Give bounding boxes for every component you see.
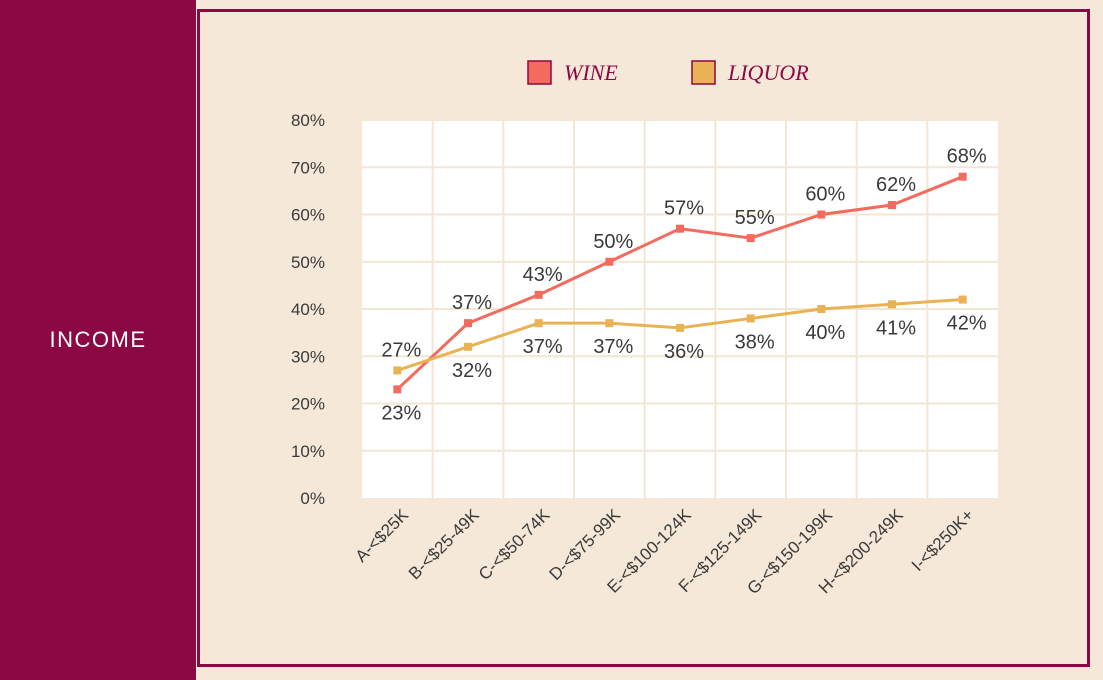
data-label-liquor: 37%: [593, 336, 633, 358]
data-label-wine: 50%: [593, 231, 633, 253]
data-point-wine: [746, 234, 755, 243]
data-point-liquor: [464, 342, 472, 351]
data-label-wine: 68%: [947, 146, 987, 168]
data-label-liquor: 27%: [381, 339, 421, 361]
x-tick-label: C-<$50-74K: [475, 505, 554, 584]
data-point-liquor: [817, 305, 826, 313]
y-tick-label: 10%: [291, 442, 325, 461]
x-tick-label: I-<$250K+: [908, 505, 978, 575]
data-point-liquor: [605, 319, 614, 328]
data-label-wine: 23%: [381, 402, 421, 424]
y-tick-label: 40%: [291, 300, 325, 319]
x-tick-label: D-<$75-99K: [546, 505, 625, 584]
data-point-liquor: [534, 319, 543, 328]
data-label-wine: 55%: [735, 207, 775, 229]
y-tick-label: 60%: [291, 206, 325, 225]
y-tick-label: 80%: [291, 111, 325, 130]
y-tick-label: 20%: [291, 395, 325, 414]
legend-swatch-wine: [527, 60, 552, 85]
legend-label-liquor: LIQUOR: [727, 60, 809, 85]
data-label-wine: 62%: [876, 174, 916, 196]
sidebar: INCOME: [0, 0, 196, 680]
data-point-liquor: [746, 314, 755, 323]
data-label-liquor: 42%: [947, 313, 987, 335]
data-point-wine: [676, 224, 684, 233]
data-label-liquor: 40%: [805, 322, 845, 344]
data-point-liquor: [958, 295, 967, 304]
data-label-wine: 43%: [523, 264, 563, 286]
data-point-liquor: [393, 366, 402, 375]
y-tick-label: 0%: [300, 489, 325, 508]
data-point-wine: [464, 319, 472, 328]
data-label-liquor: 41%: [876, 317, 916, 339]
data-label-liquor: 36%: [664, 341, 704, 363]
data-label-wine: 60%: [805, 184, 845, 206]
legend-swatch-liquor: [691, 60, 716, 85]
data-point-wine: [958, 172, 967, 181]
data-point-liquor: [888, 300, 896, 309]
data-point-liquor: [676, 323, 684, 332]
data-point-wine: [888, 201, 896, 210]
data-label-wine: 57%: [664, 198, 704, 220]
y-tick-label: 30%: [291, 347, 325, 366]
sidebar-label: INCOME: [49, 327, 147, 352]
legend-label-wine: WINE: [564, 60, 618, 85]
y-tick-label: 50%: [291, 253, 325, 272]
data-label-wine: 37%: [452, 292, 492, 314]
x-tick-label: A-<$25K: [352, 505, 413, 566]
data-label-liquor: 32%: [452, 360, 492, 382]
data-point-wine: [817, 210, 826, 219]
data-point-wine: [605, 257, 614, 266]
y-tick-label: 70%: [291, 158, 325, 177]
data-point-wine: [534, 290, 543, 299]
x-tick-label: B-<$25-49K: [405, 505, 483, 583]
data-label-liquor: 38%: [735, 331, 775, 353]
data-point-wine: [393, 385, 402, 394]
data-label-liquor: 37%: [523, 336, 563, 358]
